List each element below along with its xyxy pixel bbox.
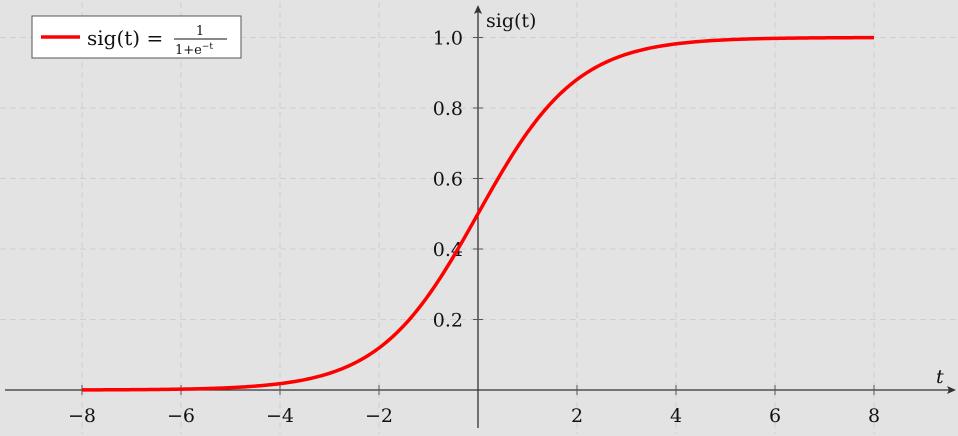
x-tick-label: 8 bbox=[868, 405, 880, 427]
x-tick-label: 2 bbox=[571, 405, 583, 427]
x-tick-label: 6 bbox=[769, 405, 781, 427]
y-tick-label: 0.8 bbox=[433, 98, 463, 120]
sigmoid-curve bbox=[82, 35, 874, 392]
x-tick-label: −2 bbox=[365, 405, 393, 427]
y-tick-label: 1.0 bbox=[433, 28, 463, 50]
y-axis-label: sig(t) bbox=[486, 10, 536, 32]
axes: t sig(t) bbox=[5, 5, 956, 428]
x-tick-label: 4 bbox=[670, 405, 682, 427]
x-tick-label: −6 bbox=[167, 405, 195, 427]
legend-exponent: −t bbox=[202, 42, 214, 52]
legend-lhs: sig(t) = bbox=[87, 26, 163, 50]
ticks: −8 −6 −4 −2 2 4 6 80.20.40.60.81.0 bbox=[68, 28, 880, 428]
legend-denominator-group: 1+e−t bbox=[175, 42, 213, 58]
x-axis-arrow-icon bbox=[947, 386, 956, 394]
y-tick-label: 0.6 bbox=[433, 169, 463, 191]
legend-numerator: 1 bbox=[196, 24, 204, 39]
y-axis-arrow-icon bbox=[474, 5, 482, 14]
x-axis-label: t bbox=[936, 366, 944, 388]
legend: sig(t) = 1 1+e−t bbox=[31, 15, 242, 59]
legend-denominator: 1+e bbox=[175, 43, 202, 58]
x-tick-label: −4 bbox=[266, 405, 294, 427]
y-tick-label: 0.2 bbox=[433, 310, 463, 332]
x-tick-label: −8 bbox=[68, 405, 96, 427]
